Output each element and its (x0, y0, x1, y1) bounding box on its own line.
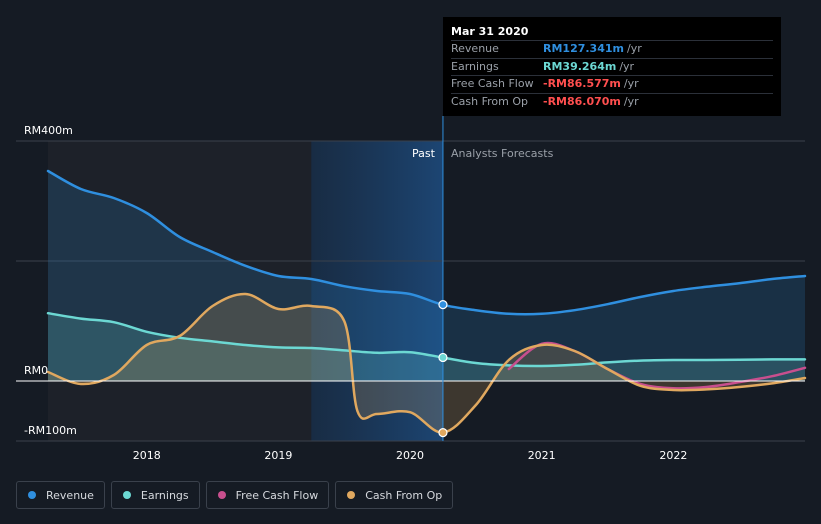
legend-dot-icon (217, 491, 226, 499)
x-tick-label: 2018 (133, 449, 161, 462)
y-tick-label: RM0 (24, 364, 48, 377)
area-earnings (48, 313, 805, 381)
legend-label: Earnings (140, 488, 189, 502)
plot-band-shaded (48, 141, 312, 441)
tooltip-label: Revenue (451, 42, 499, 55)
forecast-label: Analysts Forecasts (451, 147, 554, 160)
legend-item-cash-from-op[interactable]: Cash From Op (335, 481, 454, 509)
past-label: Past (412, 147, 436, 160)
y-tick-label: -RM100m (24, 424, 77, 437)
tooltip-unit: /yr (623, 77, 639, 90)
legend-dot-icon (28, 491, 36, 499)
x-tick-label: 2021 (528, 449, 556, 462)
tooltip-value: RM39.264m (543, 59, 617, 73)
area-cash-from-op (48, 293, 805, 433)
legend-item-earnings[interactable]: Earnings (110, 481, 200, 509)
tooltip-value: -RM86.070m (543, 94, 621, 108)
tooltip-unit: /yr (626, 42, 642, 55)
tooltip-row-earnings: Earnings RM39.264m /yr (451, 57, 773, 76)
legend-label: Cash From Op (365, 488, 443, 502)
legend-label: Free Cash Flow (235, 488, 319, 502)
area-revenue (48, 171, 805, 381)
line-free-cash-flow (507, 341, 807, 390)
tooltip-row-free-cash-flow: Free Cash Flow -RM86.577m /yr (451, 75, 773, 93)
x-tick-label: 2020 (396, 449, 424, 462)
line-revenue (46, 169, 807, 316)
tooltip-unit: /yr (619, 59, 635, 73)
x-tick-label: 2022 (659, 449, 687, 462)
tooltip-label: Cash From Op (451, 94, 529, 108)
line-cash-from-op (46, 292, 807, 434)
x-tick-label: 2019 (264, 449, 292, 462)
legend-item-free-cash-flow[interactable]: Free Cash Flow (205, 481, 330, 509)
legend: Revenue Earnings Free Cash Flow Cash Fro… (16, 481, 454, 509)
tooltip-date: Mar 31 2020 (451, 25, 529, 38)
tooltip-value: -RM86.577m (543, 77, 621, 90)
marker-earnings[interactable] (438, 352, 448, 363)
tooltip-row-revenue: Revenue RM127.341m /yr (451, 40, 773, 58)
tooltip-row-cash-from-op: Cash From Op -RM86.070m /yr (451, 92, 773, 111)
tooltip-label: Earnings (451, 59, 499, 73)
y-tick-label: RM400m (24, 124, 73, 137)
tooltip-unit: /yr (623, 94, 639, 108)
marker-revenue[interactable] (438, 299, 448, 310)
legend-dot-icon (122, 491, 131, 499)
marker-cash-from-op[interactable] (438, 428, 448, 438)
legend-label: Revenue (46, 488, 94, 502)
tooltip-label: Free Cash Flow (451, 77, 534, 90)
tooltip: Mar 31 2020 Revenue RM127.341m /yr Earni… (443, 17, 781, 116)
legend-dot-icon (347, 491, 356, 499)
legend-item-revenue[interactable]: Revenue (16, 481, 105, 509)
tooltip-value: RM127.341m (543, 42, 624, 55)
